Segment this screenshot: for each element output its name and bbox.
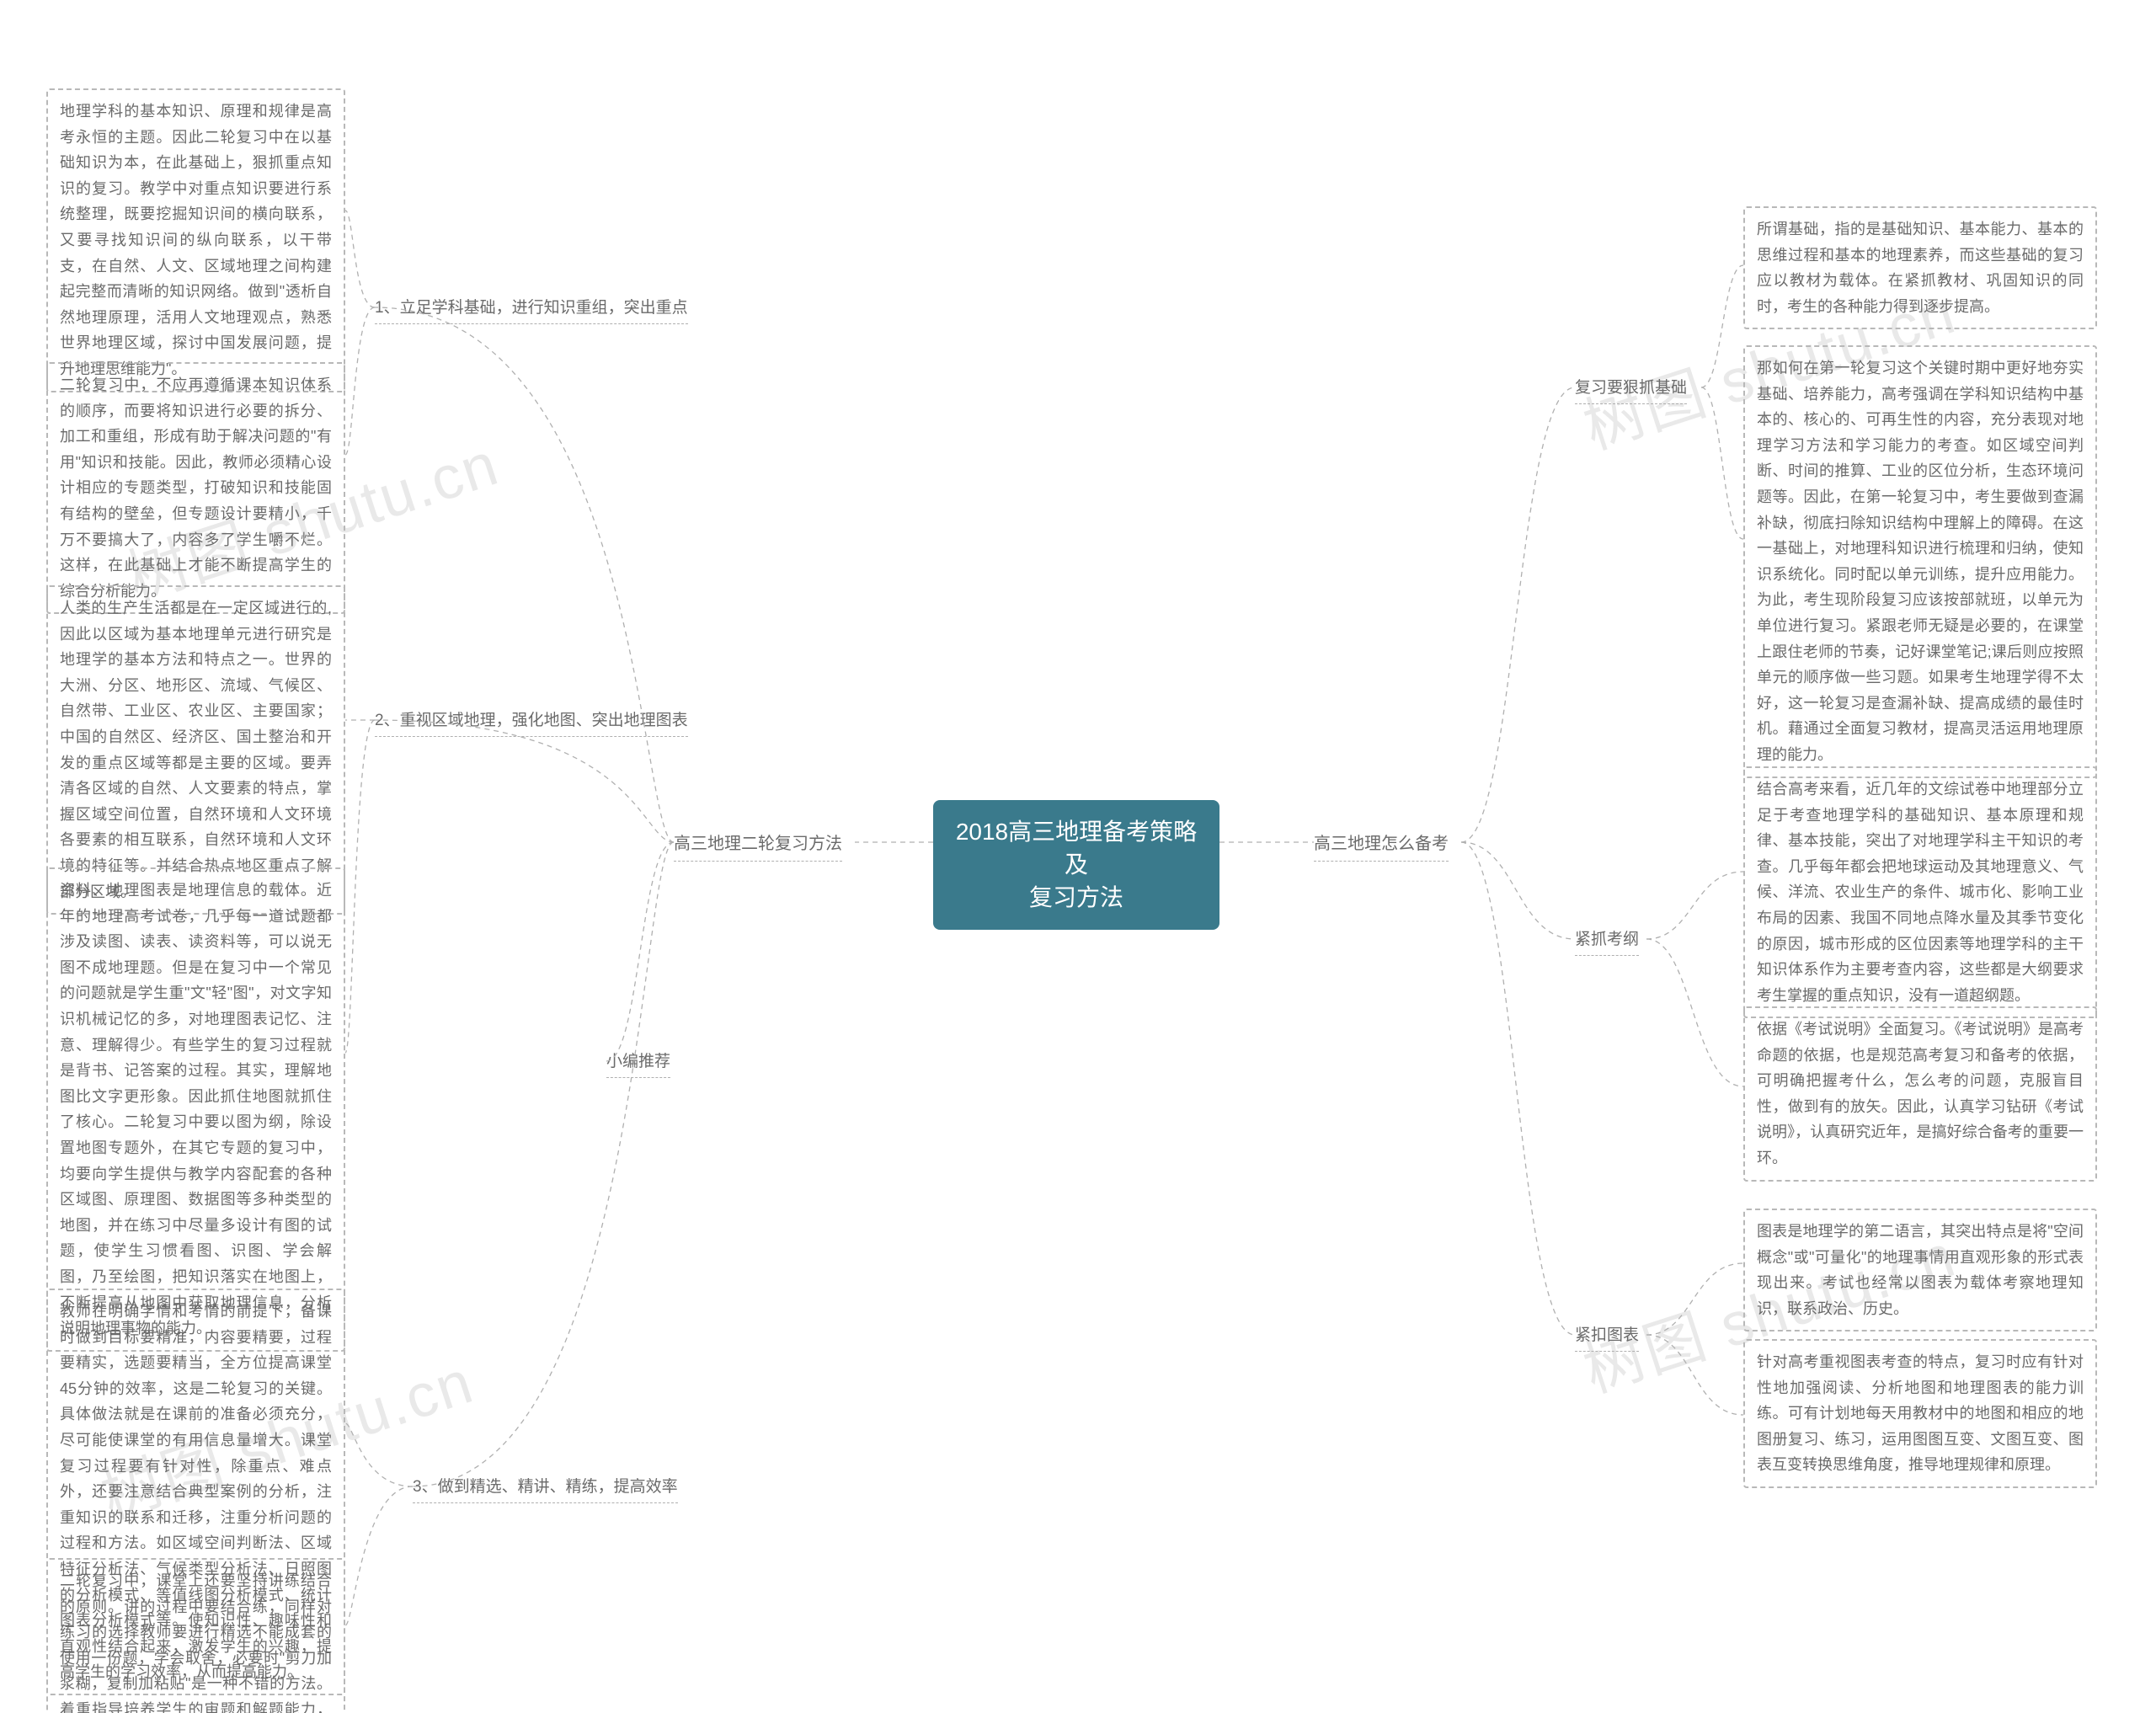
right-leaf-2: 那如何在第一轮复习这个关键时期中更好地夯实基础、培养能力，高考强调在学科知识结构… (1743, 345, 2097, 778)
left-branch: 高三地理二轮复习方法 (674, 830, 842, 862)
left-sub-2: 2、重视区域地理，强化地图、突出地理图表 (375, 707, 688, 737)
left-sub-3: 小编推荐 (606, 1049, 670, 1078)
right-sub-2: 紧抓考纲 (1575, 926, 1639, 956)
right-leaf-3: 结合高考来看，近几年的文综试卷中地理部分立足于考查地理学科的基础知识、基本原理和… (1743, 766, 2097, 1018)
right-leaf-6: 针对高考重视图表考查的特点，复习时应有针对性地加强阅读、分析地图和地理图表的能力… (1743, 1339, 2097, 1488)
right-leaf-1: 所谓基础，指的是基础知识、基本能力、基本的思维过程和基本的地理素养，而这些基础的… (1743, 206, 2097, 329)
left-leaf-2: 二轮复习中，不应再遵循课本知识体系的顺序，而要将知识进行必要的拆分、加工和重组，… (46, 362, 345, 614)
left-leaf-1: 地理学科的基本知识、原理和规律是高考永恒的主题。因此二轮复习中在以基础知识为本，… (46, 88, 345, 392)
right-leaf-5: 图表是地理学的第二语言，其突出特点是将"空间概念"或"可量化"的地理事情用直观形… (1743, 1209, 2097, 1331)
right-sub-1: 复习要狠抓基础 (1575, 375, 1687, 404)
right-branch: 高三地理怎么备考 (1314, 830, 1449, 862)
left-sub-4: 3、做到精选、精讲、精练，提高效率 (413, 1474, 678, 1503)
left-leaf-4: 资料、地理图表是地理信息的载体。近年的地理高考试卷，几乎每一道试题都涉及读图、读… (46, 867, 345, 1352)
root-line2: 复习方法 (1029, 884, 1123, 910)
right-sub-3: 紧扣图表 (1575, 1322, 1639, 1352)
left-sub-1: 1、立足学科基础，进行知识重组，突出重点 (375, 295, 688, 324)
right-leaf-4: 依据《考试说明》全面复习。《考试说明》是高考命题的依据，也是规范高考复习和备考的… (1743, 1006, 2097, 1182)
left-leaf-3: 人类的生产生活都是在一定区域进行的,因此以区域为基本地理单元进行研究是地理学的基… (46, 585, 345, 915)
left-leaf-6: 二轮复习中，课堂上还要坚持讲练结合的原则。讲的过程中要结合练，同样对练习的选择教… (46, 1558, 345, 1713)
root-node: 2018高三地理备考策略及 复习方法 (933, 800, 1219, 930)
root-line1: 2018高三地理备考策略及 (956, 819, 1197, 878)
